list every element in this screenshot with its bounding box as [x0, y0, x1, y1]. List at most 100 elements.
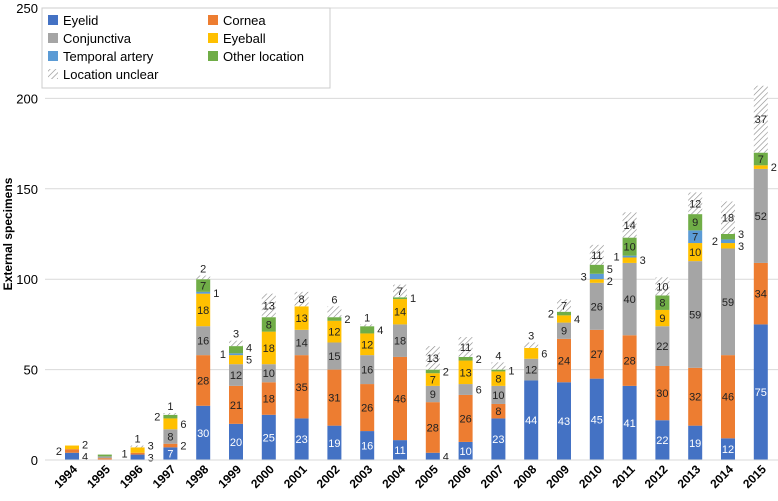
- bars: [65, 85, 768, 460]
- data-label: 30: [656, 388, 668, 400]
- bar-segment-cornea: [65, 449, 79, 453]
- data-label: 23: [492, 434, 504, 446]
- y-tick-label: 0: [31, 453, 38, 468]
- data-label: 19: [328, 438, 340, 450]
- data-label: 3: [640, 255, 646, 267]
- bar-segment-cornea: [458, 394, 473, 442]
- bar-segment-other-location: [425, 369, 440, 374]
- data-label: 2: [344, 314, 350, 326]
- x-tick-label: 2006: [445, 462, 474, 491]
- data-label: 9: [659, 313, 665, 325]
- bar-segment-eyelid: [622, 385, 637, 460]
- x-tick-label: 2009: [543, 462, 572, 491]
- bar-segment-temporal-artery: [688, 230, 703, 244]
- bar-segment-location-unclear: [393, 284, 407, 298]
- data-label: 7: [758, 154, 764, 166]
- bar-segment-conjunctiva: [97, 456, 112, 459]
- data-label: 8: [299, 294, 305, 306]
- bar-segment-conjunctiva: [721, 248, 735, 356]
- data-label: 28: [623, 356, 635, 368]
- bar-segment-location-unclear: [524, 342, 539, 348]
- legend-label: Eyelid: [63, 13, 98, 28]
- bar-segment-conjunctiva: [294, 329, 309, 356]
- data-label: 25: [263, 432, 275, 444]
- bar-segment-eyeball: [65, 445, 79, 450]
- bar-segment-eyeball: [524, 347, 539, 359]
- data-label: 1: [220, 349, 226, 361]
- data-label: 13: [459, 367, 471, 379]
- bar-segment-other-location: [229, 346, 243, 354]
- data-label: 2: [200, 264, 206, 276]
- x-tick-label: 2007: [478, 462, 507, 491]
- bar-segment-location-unclear: [261, 293, 276, 318]
- bar-segment-conjunctiva: [229, 364, 243, 386]
- data-label: 13: [427, 353, 439, 365]
- bar-segment-eyelid: [393, 440, 407, 460]
- x-tick-label: 2008: [511, 462, 540, 491]
- bar-segment-cornea: [655, 365, 670, 421]
- data-label: 7: [692, 232, 698, 244]
- data-label: 2: [154, 412, 160, 424]
- bar-segment-conjunctiva: [261, 364, 276, 383]
- bar-segment-cornea: [360, 384, 375, 432]
- bar-segment-temporal-artery: [589, 273, 604, 280]
- data-label: 9: [692, 217, 698, 229]
- legend-swatch: [208, 51, 218, 61]
- data-label: 35: [295, 382, 307, 394]
- bar-segment-eyeball: [360, 333, 375, 356]
- bar-segment-location-unclear: [458, 337, 473, 357]
- bar-segment-eyeball: [163, 418, 178, 430]
- legend-label: Temporal artery: [63, 49, 154, 64]
- data-label: 2: [771, 162, 777, 174]
- data-label: 46: [722, 392, 734, 404]
- data-label: 7: [397, 286, 403, 298]
- data-label: 32: [689, 392, 701, 404]
- data-label: 34: [755, 289, 767, 301]
- data-label: 18: [263, 394, 275, 406]
- x-tick-label: 2014: [707, 462, 736, 491]
- data-label: 3: [528, 330, 534, 342]
- x-tick-label: 1999: [215, 462, 244, 491]
- bar-segment-conjunctiva: [196, 326, 211, 356]
- bar-segment-other-location: [655, 295, 670, 310]
- x-tick-label: 1996: [117, 462, 146, 491]
- data-label: 6: [331, 294, 337, 306]
- bar-segment-cornea: [622, 335, 637, 386]
- data-label: 1: [135, 434, 141, 446]
- x-tick-label: 2004: [379, 462, 408, 491]
- data-label: 7: [430, 375, 436, 387]
- bar-segment-cornea: [163, 443, 178, 448]
- y-tick-label: 250: [16, 1, 38, 16]
- data-label: 18: [394, 336, 406, 348]
- legend-swatch: [48, 33, 58, 43]
- data-label: 40: [623, 294, 635, 306]
- bar-segment-eyeball: [425, 373, 440, 386]
- bar-segment-other-location: [622, 237, 637, 256]
- bar-segment-eyelid: [589, 378, 604, 460]
- bar-segment-eyelid: [360, 431, 375, 460]
- data-label: 27: [591, 349, 603, 361]
- data-label: 26: [459, 413, 471, 425]
- data-label: 1: [121, 449, 127, 461]
- bar-segment-other-location: [360, 326, 375, 334]
- data-label: 14: [394, 307, 406, 319]
- data-label: 2: [712, 236, 718, 248]
- data-label: 14: [623, 220, 635, 232]
- x-tick-label: 2011: [609, 462, 638, 491]
- bar-segment-temporal-artery: [721, 239, 735, 244]
- data-labels: 4223131728621302816181722021125143251810…: [56, 114, 777, 464]
- data-label: 3: [148, 452, 154, 464]
- data-label: 3: [233, 329, 239, 341]
- bar-segment-conjunctiva: [753, 168, 768, 263]
- data-label: 12: [525, 365, 537, 377]
- data-label: 7: [561, 300, 567, 312]
- bar-segment-other-location: [458, 356, 473, 361]
- legend-swatch: [48, 51, 58, 61]
- data-label: 41: [623, 418, 635, 430]
- data-label: 12: [361, 339, 373, 351]
- data-label: 6: [541, 348, 547, 360]
- bar-segment-other-location: [97, 454, 112, 457]
- data-label: 15: [328, 351, 340, 363]
- data-label: 8: [495, 374, 501, 386]
